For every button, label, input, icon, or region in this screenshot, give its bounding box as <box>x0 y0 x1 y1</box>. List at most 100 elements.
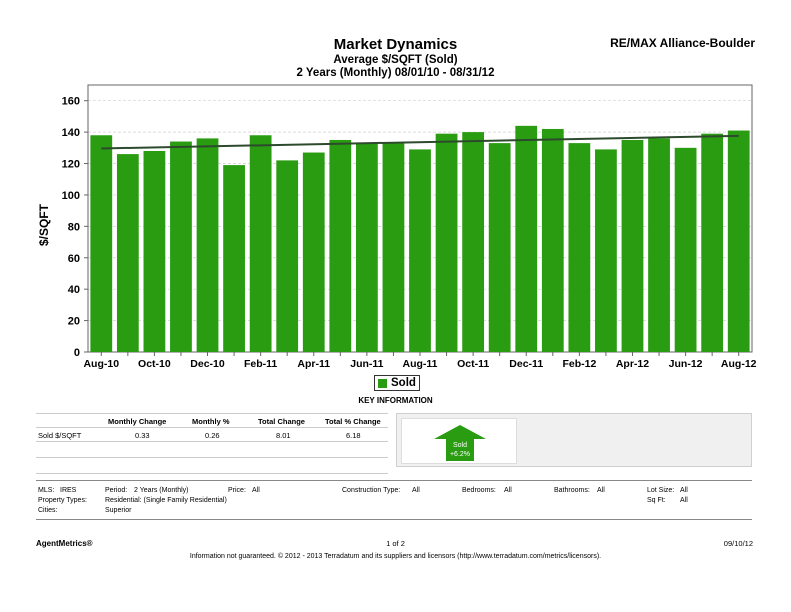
x-tick-label: Apr-12 <box>616 358 649 370</box>
y-tick-label: 80 <box>68 221 80 233</box>
cities-value: Superior <box>105 507 132 514</box>
x-tick-label: Jun-11 <box>350 358 383 370</box>
indicator-value: +6.2% <box>449 451 471 458</box>
chart-period: 2 Years (Monthly) 08/01/10 - 08/31/12 <box>296 67 495 79</box>
bar-Sep-10 <box>116 154 139 352</box>
bathrooms-value: All <box>597 487 605 494</box>
bar-Sep-11 <box>435 133 458 352</box>
price-label: Price: <box>228 487 246 494</box>
y-tick-label: 0 <box>74 347 80 359</box>
monthly-pct-value: 0.26 <box>205 431 220 440</box>
bedrooms-label: Bedrooms: <box>462 487 496 494</box>
period-label: Period: <box>105 487 128 494</box>
indicator-box: Sold +6.2% <box>401 418 517 464</box>
y-tick-label: 140 <box>62 127 80 139</box>
lotsize-value: All <box>680 487 688 494</box>
mls-label: MLS: <box>38 487 55 494</box>
x-tick-label: Dec-11 <box>509 358 543 370</box>
header-monthly-change: Monthly Change <box>108 417 167 426</box>
total-change-value: 8.01 <box>276 431 291 440</box>
property-types-label: Property Types: <box>38 497 87 504</box>
sqft-label: Sq Ft: <box>647 497 666 504</box>
bar-Apr-11 <box>302 152 325 352</box>
x-tick-label: Aug-10 <box>83 358 119 370</box>
x-tick-label: Apr-11 <box>297 358 330 370</box>
sqft-value: All <box>680 497 688 504</box>
bar-Oct-11 <box>462 132 485 352</box>
bar-Jul-11 <box>382 143 405 352</box>
bar-Aug-10 <box>90 135 113 352</box>
bar-Dec-11 <box>515 125 538 352</box>
bars <box>90 125 750 352</box>
bar-Jan-11 <box>223 165 245 352</box>
property-types-value: Residential: (Single Family Residential) <box>105 497 227 504</box>
row-label: Sold $/SQFT <box>38 431 82 440</box>
brand-name: RE/MAX Alliance-Boulder <box>610 36 755 50</box>
y-tick-label: 40 <box>68 284 80 296</box>
period-value: 2 Years (Monthly) <box>134 487 189 494</box>
bar-Jan-12 <box>541 128 564 352</box>
key-info-header-row: Monthly Change Monthly % Total Change To… <box>36 413 388 428</box>
legend: Sold <box>374 375 420 391</box>
key-information-title: KEY INFORMATION <box>358 396 433 405</box>
up-arrow-icon <box>434 425 486 461</box>
x-tick-label: Dec-10 <box>190 358 225 370</box>
bar-Jun-12 <box>674 147 697 352</box>
lotsize-label: Lot Size: <box>647 487 675 494</box>
bar-Dec-10 <box>196 138 219 352</box>
x-tick-label: Oct-11 <box>457 358 489 370</box>
search-criteria: MLS: IRES Period: 2 Years (Monthly) Pric… <box>36 480 752 520</box>
page-number: 1 of 2 <box>386 539 405 548</box>
bar-May-11 <box>329 139 352 352</box>
bar-Nov-11 <box>488 143 511 352</box>
change-indicator-panel: Sold +6.2% <box>396 413 752 467</box>
footer-brand: AgentMetrics® <box>36 539 93 548</box>
bar-Jul-12 <box>701 133 724 352</box>
key-info-empty-row <box>36 442 388 458</box>
y-tick-label: 120 <box>62 159 80 171</box>
report-date: 09/10/12 <box>723 539 753 548</box>
trend-line <box>101 134 739 150</box>
mls-value: IRES <box>60 487 77 494</box>
bar-Apr-12 <box>621 139 644 352</box>
y-tick-label: 160 <box>62 96 80 108</box>
total-pct-value: 6.18 <box>346 431 361 440</box>
legend-swatch-sold <box>378 378 387 388</box>
x-tick-label: Aug-12 <box>721 358 757 370</box>
key-info-empty-row <box>36 458 388 474</box>
bar-Oct-10 <box>143 150 166 352</box>
bar-Aug-11 <box>409 149 431 352</box>
key-info-table: Monthly Change Monthly % Total Change To… <box>36 413 388 474</box>
indicator-label: Sold <box>452 442 467 449</box>
monthly-change-value: 0.33 <box>135 431 150 440</box>
x-tick-label: Feb-11 <box>244 358 277 370</box>
header-monthly-pct: Monthly % <box>192 417 230 426</box>
cities-label: Cities: <box>38 507 58 514</box>
chart-subtitle: Average $/SQFT (Sold) <box>333 54 458 66</box>
bar-Mar-11 <box>276 160 299 352</box>
bar-Jun-11 <box>355 143 378 352</box>
bar-May-12 <box>648 138 670 352</box>
construction-value: All <box>412 487 420 494</box>
header-total-pct: Total % Change <box>325 417 381 426</box>
x-tick-label: Oct-10 <box>138 358 171 370</box>
bedrooms-value: All <box>504 487 512 494</box>
x-tick-label: Jun-12 <box>669 358 703 370</box>
bar-chart: 0 20 40 60 80 100 120 140 160 Aug-10 Oct-10 Dec-10… <box>62 84 757 370</box>
chart-title: Market Dynamics <box>333 36 458 53</box>
bar-Nov-10 <box>170 141 192 352</box>
y-tick-label: 60 <box>68 253 80 265</box>
header-total-change: Total Change <box>258 417 305 426</box>
bar-Mar-12 <box>595 149 617 352</box>
bathrooms-label: Bathrooms: <box>554 487 590 494</box>
bar-Feb-11 <box>249 135 272 352</box>
y-axis: 0 20 40 60 80 100 120 140 160 <box>62 96 88 359</box>
x-tick-label: Feb-12 <box>562 358 596 370</box>
price-value: All <box>252 487 260 494</box>
key-info-data-row: Sold $/SQFT 0.33 0.26 8.01 6.18 <box>36 428 388 442</box>
disclaimer: Information not guaranteed. © 2012 - 201… <box>189 553 602 560</box>
legend-label-sold: Sold <box>391 377 416 389</box>
y-tick-label: 100 <box>62 190 80 202</box>
construction-label: Construction Type: <box>342 487 401 494</box>
bar-Aug-12 <box>727 130 750 352</box>
